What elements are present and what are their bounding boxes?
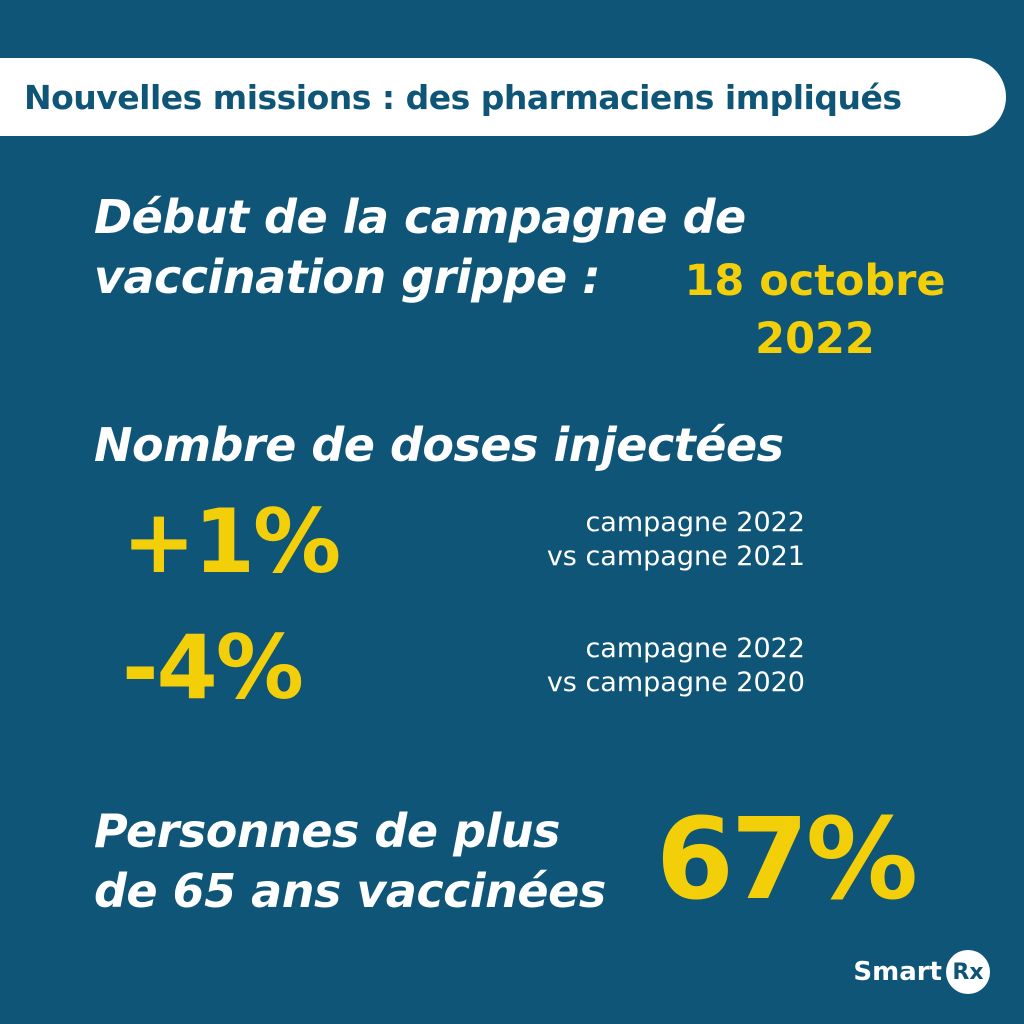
doses-stat-2020-note-line1: campagne 2022 — [585, 633, 805, 664]
logo-badge-text: Rx — [952, 959, 984, 985]
doses-stat-2020-note-line2: vs campagne 2020 — [546, 667, 805, 698]
header-banner: Nouvelles missions : des pharmaciens imp… — [0, 58, 1006, 136]
doses-stat-2021-note-line1: campagne 2022 — [585, 507, 805, 538]
campaign-date-line2: 2022 — [755, 314, 875, 364]
seniors-label-line2: de 65 ans vaccinées — [94, 864, 606, 918]
doses-stat-2021-note: campagne 2022 vs campagne 2021 — [425, 506, 805, 574]
campaign-date: 18 octobre 2022 — [665, 252, 965, 368]
campaign-label-line1: Début de la campagne de — [94, 190, 746, 244]
logo-badge: Rx — [946, 950, 990, 994]
logo-text: Smart — [853, 957, 942, 987]
doses-stat-2021: +1% — [122, 490, 341, 593]
seniors-label-line1: Personnes de plus — [94, 804, 560, 858]
doses-title: Nombre de doses injectées — [94, 418, 784, 472]
page-title: Nouvelles missions : des pharmaciens imp… — [24, 77, 902, 117]
doses-stat-2020: -4% — [122, 616, 304, 719]
doses-stat-2020-note: campagne 2022 vs campagne 2020 — [425, 632, 805, 700]
seniors-percentage: 67% — [656, 795, 918, 925]
campaign-date-line1: 18 octobre — [684, 256, 946, 306]
doses-stat-2021-note-line2: vs campagne 2021 — [546, 541, 805, 572]
campaign-label-line2: vaccination grippe : — [94, 250, 601, 304]
smartrx-logo: Smart Rx — [853, 950, 990, 994]
